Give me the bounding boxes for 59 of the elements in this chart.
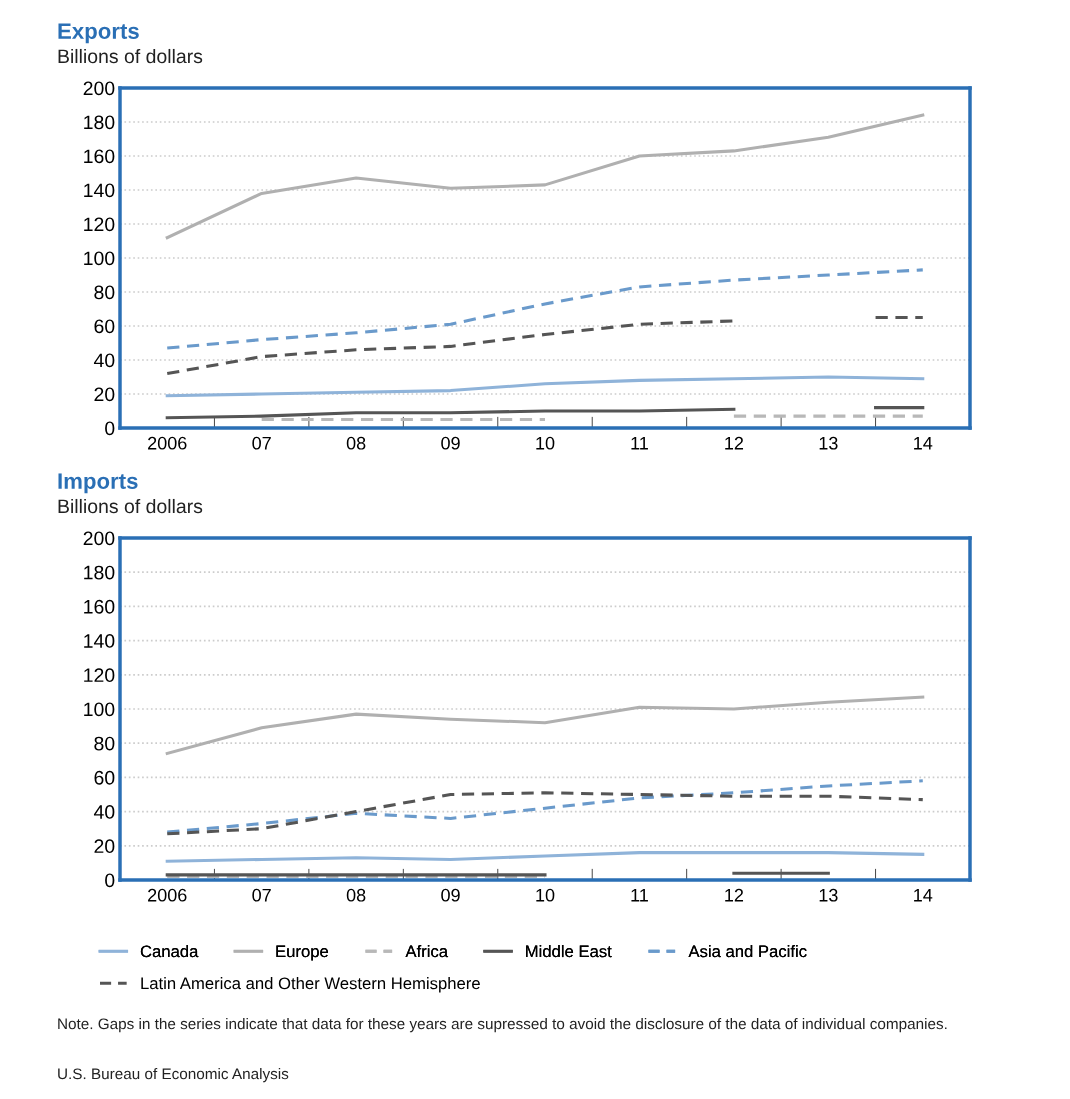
x-tick-label: 2006 xyxy=(148,888,187,902)
y-tick-label: 0 xyxy=(105,873,115,888)
x-tick-label: 07 xyxy=(252,888,271,902)
y-tick-label: 60 xyxy=(94,319,115,334)
y-axis-title: Billions of dollars xyxy=(58,498,203,514)
chart-title: Exports xyxy=(58,23,139,44)
y-tick-label: 140 xyxy=(84,634,115,648)
x-tick-label: 11 xyxy=(631,889,648,902)
x-tick-label: 09 xyxy=(441,888,460,902)
y-tick-label: 60 xyxy=(94,770,115,785)
y-tick-label: 20 xyxy=(94,839,115,854)
y-tick-label: 140 xyxy=(84,183,115,198)
line-series xyxy=(165,268,925,350)
legend-label: Africa xyxy=(405,945,449,958)
line-series xyxy=(165,851,925,863)
x-tick-label: 11 xyxy=(631,437,648,450)
line-series xyxy=(165,113,925,240)
y-tick-label: 20 xyxy=(94,387,115,402)
text: Note. Gaps in the series indicate that data for these years are supressed to avoid the disclosure of the data of individual companies. xyxy=(58,1018,947,1033)
line-series xyxy=(165,791,925,836)
chart-title: Imports xyxy=(58,473,138,494)
y-tick-label: 40 xyxy=(93,353,115,368)
y-tick-label: 80 xyxy=(94,736,115,751)
y-tick-label: 120 xyxy=(84,668,115,683)
x-tick-label: 14 xyxy=(914,889,933,902)
x-tick-label: 2006 xyxy=(148,436,187,450)
line-series xyxy=(165,779,925,834)
x-tick-label: 09 xyxy=(441,436,460,450)
y-tick-label: 180 xyxy=(84,115,115,130)
line-series xyxy=(165,695,925,755)
legend-label: Canada xyxy=(140,945,199,958)
y-tick-label: 180 xyxy=(84,565,115,580)
text: U.S. Bureau of Economic Analysis xyxy=(58,1068,289,1083)
y-tick-label: 0 xyxy=(105,421,115,436)
y-tick-label: 160 xyxy=(84,149,115,164)
legend-label: Latin America and Other Western Hemisphere xyxy=(141,977,480,993)
x-tick-label: 07 xyxy=(252,436,271,450)
y-tick-label: 100 xyxy=(84,702,115,717)
y-tick-label: 120 xyxy=(84,217,115,232)
y-axis-title: Billions of dollars xyxy=(58,48,203,64)
legend-label: Europe xyxy=(276,945,329,961)
y-tick-label: 200 xyxy=(83,531,115,546)
x-tick-label: 10 xyxy=(536,888,555,902)
x-tick-label: 12 xyxy=(725,436,744,450)
legend-label: Middle East xyxy=(526,945,612,958)
x-tick-label: 08 xyxy=(346,436,366,450)
x-tick-label: 14 xyxy=(914,437,933,450)
y-tick-label: 100 xyxy=(84,251,115,266)
y-tick-label: 40 xyxy=(93,805,115,819)
y-tick-label: 200 xyxy=(83,81,115,96)
x-tick-label: 13 xyxy=(819,436,838,450)
y-tick-label: 80 xyxy=(94,285,115,300)
x-tick-label: 13 xyxy=(819,888,838,902)
x-tick-label: 12 xyxy=(725,888,744,902)
line-series xyxy=(165,375,925,398)
x-tick-label: 10 xyxy=(536,436,555,450)
x-tick-label: 08 xyxy=(346,888,366,902)
legend-label: Asia and Pacific xyxy=(688,945,807,958)
y-tick-label: 160 xyxy=(84,599,115,614)
